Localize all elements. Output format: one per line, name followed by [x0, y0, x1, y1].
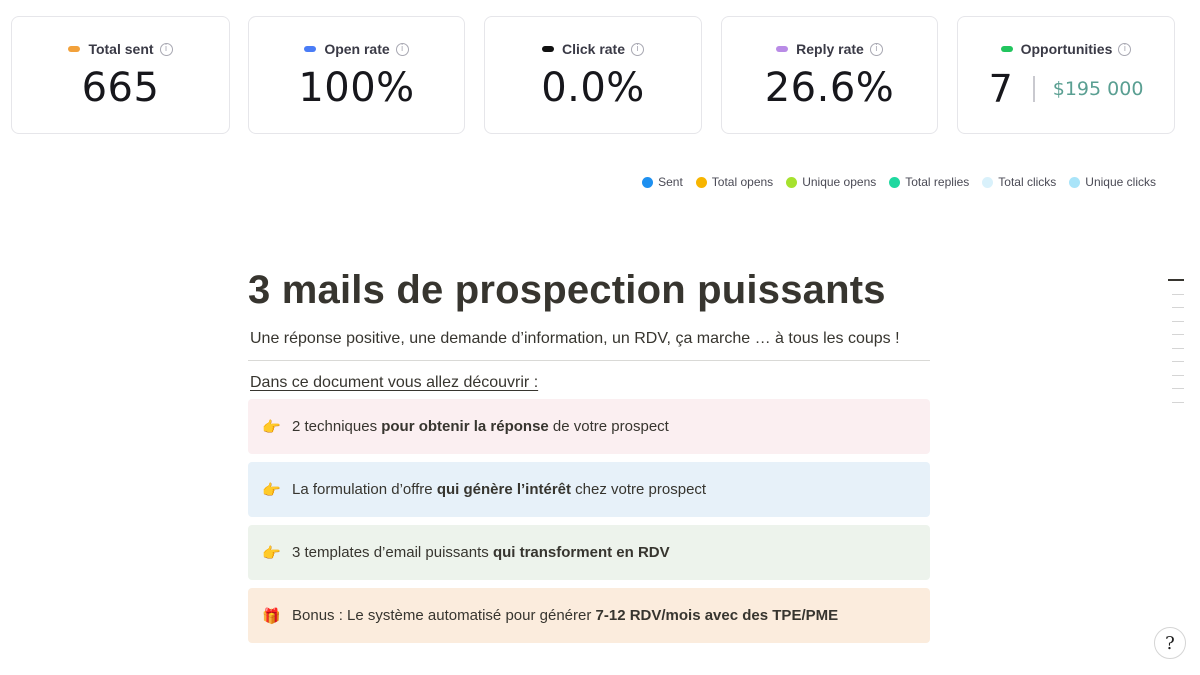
- toc-line[interactable]: [1172, 347, 1184, 349]
- callout-offer: 👉 La formulation d’offre qui génère l’in…: [248, 462, 930, 517]
- page-title: 3 mails de prospection puissants: [248, 268, 886, 312]
- table-of-contents-indicator[interactable]: [1168, 279, 1184, 415]
- help-icon[interactable]: ?: [1154, 627, 1186, 659]
- legend-dot: [695, 176, 707, 188]
- document: 3 mails de prospection puissants Une rép…: [248, 266, 930, 651]
- stat-label: Opportunities: [1020, 41, 1113, 57]
- callout-bonus: 🎁 Bonus : Le système automatisé pour gén…: [248, 588, 930, 643]
- pointing-hand-icon: 👉: [262, 544, 281, 562]
- legend-item-total-clicks[interactable]: Total clicks: [982, 175, 1056, 189]
- callout-text: 2 techniques pour obtenir la réponse de …: [292, 418, 669, 435]
- intro-text: Dans ce document vous allez découvrir :: [250, 374, 539, 391]
- toc-line-active[interactable]: [1168, 279, 1184, 281]
- callout-text: 3 templates d’email puissants qui transf…: [292, 544, 670, 561]
- pointing-hand-icon: 👉: [262, 481, 281, 499]
- stat-card-click-rate: Click rate i 0.0%: [484, 16, 702, 134]
- toc-line[interactable]: [1172, 401, 1184, 403]
- legend-dot: [642, 176, 654, 188]
- legend-item-unique-opens[interactable]: Unique opens: [786, 175, 876, 189]
- stat-label: Reply rate: [796, 41, 864, 57]
- legend-label: Unique clicks: [1085, 175, 1156, 189]
- toc-line[interactable]: [1172, 307, 1184, 308]
- legend-label: Total replies: [905, 175, 970, 189]
- toc-line[interactable]: [1172, 293, 1184, 295]
- legend-label: Unique opens: [802, 175, 877, 189]
- legend-item-unique-clicks[interactable]: Unique clicks: [1069, 175, 1156, 189]
- toc-line[interactable]: [1172, 334, 1184, 335]
- legend-dot: [1069, 176, 1081, 188]
- stat-card-total-sent: Total sent i 665: [11, 16, 230, 134]
- click-rate-color-dot: [541, 46, 554, 52]
- info-icon[interactable]: i: [395, 42, 409, 56]
- open-rate-color-dot: [304, 46, 317, 52]
- toc-line[interactable]: [1172, 361, 1184, 362]
- stat-value: 100%: [298, 65, 415, 111]
- callout-text: Bonus : Le système automatisé pour génér…: [292, 607, 839, 624]
- legend-dot: [786, 176, 798, 188]
- divider: [1032, 76, 1035, 102]
- legend-item-total-replies[interactable]: Total replies: [889, 175, 969, 189]
- legend-dot: [889, 176, 901, 188]
- callout-templates: 👉 3 templates d’email puissants qui tran…: [248, 525, 930, 580]
- stat-card-opportunities: Opportunities i 7 $195 000: [957, 16, 1175, 134]
- callout-text: La formulation d’offre qui génère l’inté…: [292, 481, 707, 498]
- legend-label: Total clicks: [998, 175, 1057, 189]
- stat-card-reply-rate: Reply rate i 26.6%: [721, 16, 938, 134]
- page-subtitle: Une réponse positive, une demande d’info…: [250, 330, 900, 347]
- info-icon[interactable]: i: [631, 42, 645, 56]
- stats-row: Total sent i 665 Open rate i 100% Click …: [11, 16, 1175, 134]
- info-icon[interactable]: i: [869, 42, 883, 56]
- legend-label: Sent: [658, 175, 683, 189]
- toc-line[interactable]: [1172, 388, 1184, 389]
- stat-value: 26.6%: [764, 65, 895, 111]
- stat-value: 665: [81, 65, 160, 111]
- legend-item-total-opens[interactable]: Total opens: [695, 175, 774, 189]
- stat-card-open-rate: Open rate i 100%: [248, 16, 465, 134]
- toc-line[interactable]: [1172, 374, 1184, 376]
- stat-value: 0.0%: [541, 65, 645, 111]
- info-icon[interactable]: i: [1118, 42, 1132, 56]
- opportunities-color-dot: [1000, 46, 1013, 52]
- callout-list: 👉 2 techniques pour obtenir la réponse d…: [248, 399, 930, 643]
- divider: [248, 360, 930, 361]
- pointing-hand-icon: 👉: [262, 418, 281, 436]
- gift-icon: 🎁: [262, 607, 281, 625]
- callout-techniques: 👉 2 techniques pour obtenir la réponse d…: [248, 399, 930, 454]
- opportunities-count: 7: [988, 67, 1013, 111]
- stat-label: Click rate: [561, 41, 626, 57]
- legend-item-sent[interactable]: Sent: [642, 175, 683, 189]
- toc-line[interactable]: [1172, 320, 1184, 322]
- info-icon[interactable]: i: [159, 42, 173, 56]
- stat-label: Open rate: [324, 41, 390, 57]
- chart-legend: Sent Total opens Unique opens Total repl…: [629, 175, 1156, 189]
- stat-label: Total sent: [88, 41, 154, 57]
- total-sent-color-dot: [68, 46, 81, 52]
- legend-label: Total opens: [711, 175, 774, 189]
- legend-dot: [982, 176, 994, 188]
- opportunities-amount: $195 000: [1052, 78, 1144, 100]
- reply-rate-color-dot: [776, 46, 789, 52]
